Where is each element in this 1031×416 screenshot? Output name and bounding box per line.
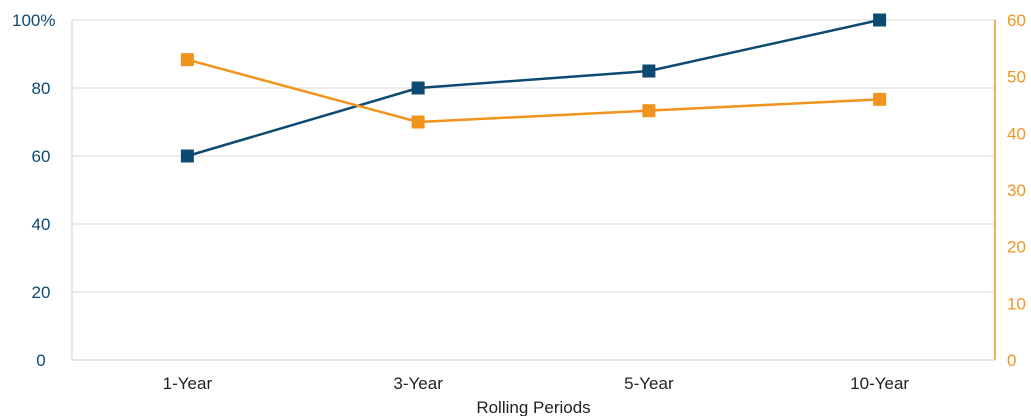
right-y-tick-label: 60	[1007, 11, 1026, 30]
left-y-tick-labels: 0 20 40 60 80 100%	[12, 11, 55, 370]
right-y-tick-label: 0	[1007, 351, 1016, 370]
x-axis-title: Rolling Periods	[476, 398, 590, 416]
series-2-marker	[180, 53, 194, 67]
left-y-tick-label: 80	[32, 79, 51, 98]
right-y-tick-label: 40	[1007, 124, 1026, 143]
series-line-1	[187, 18, 880, 158]
left-y-tick-label: 40	[32, 215, 51, 234]
right-y-tick-labels: 0 10 20 30 40 50 60	[1007, 11, 1026, 370]
series-layer	[180, 13, 887, 163]
gridlines	[72, 19, 995, 361]
series-2-marker	[411, 115, 425, 129]
series-1-marker	[642, 64, 656, 78]
x-tick-label: 1-Year	[163, 374, 213, 393]
series-1-marker	[873, 13, 887, 27]
right-y-tick-label: 50	[1007, 68, 1026, 87]
x-tick-label: 10-Year	[850, 374, 909, 393]
left-y-tick-label: 100%	[12, 11, 55, 30]
series-2-marker	[642, 104, 656, 118]
x-tick-labels: 1-Year 3-Year 5-Year 10-Year	[163, 374, 910, 393]
left-y-tick-label: 20	[32, 283, 51, 302]
x-tick-label: 3-Year	[393, 374, 443, 393]
right-y-tick-label: 30	[1007, 181, 1026, 200]
series-line-2	[187, 58, 880, 124]
series-1-marker	[180, 149, 194, 163]
x-tick-label: 5-Year	[624, 374, 674, 393]
left-y-tick-label: 60	[32, 147, 51, 166]
series-1-marker	[411, 81, 425, 95]
left-y-tick-label: 0	[36, 351, 45, 370]
series-2-marker	[873, 92, 887, 106]
right-y-tick-label: 10	[1007, 294, 1026, 313]
right-y-tick-label: 20	[1007, 238, 1026, 257]
